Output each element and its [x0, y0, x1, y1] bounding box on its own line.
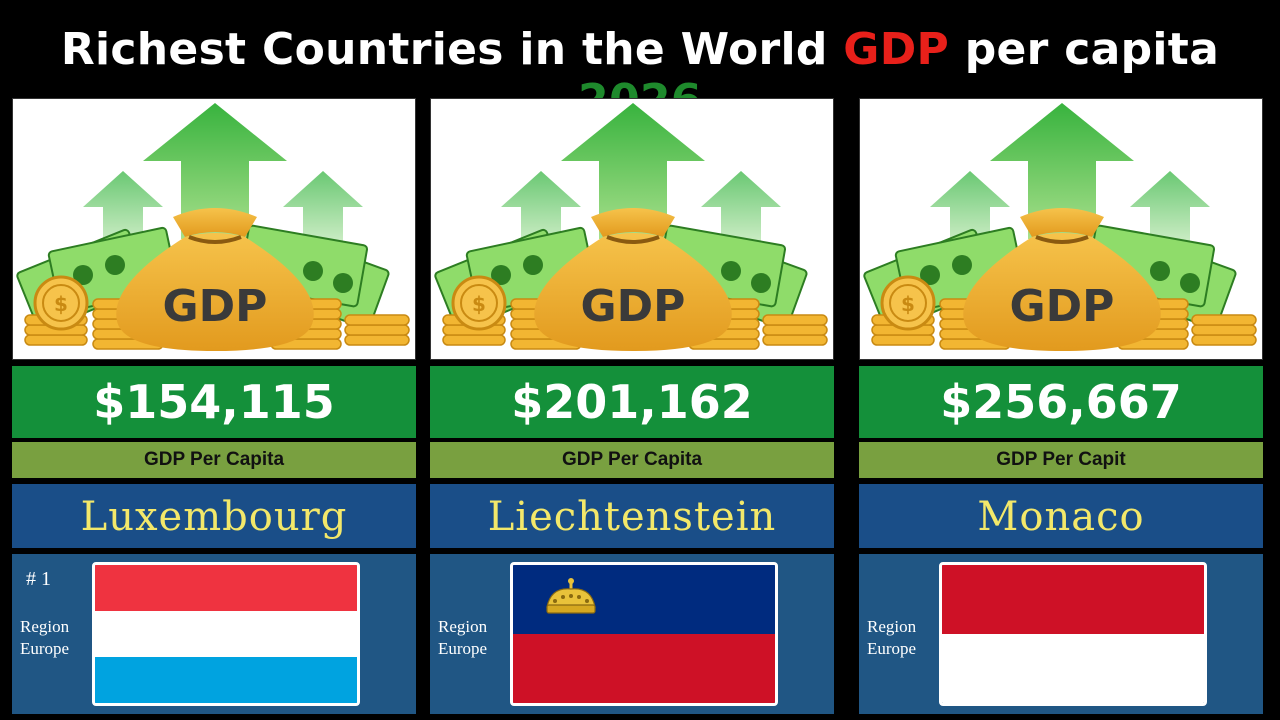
country-card-2: $ GDP $201,162 GDP Per Capita Liechtenst…: [430, 98, 834, 714]
gdp-bag-text: GDP: [1010, 281, 1115, 332]
gdp-illustration: $ GDP: [12, 98, 416, 360]
gdp-label: GDP Per Capita: [12, 442, 416, 478]
title-part3: per capita: [949, 24, 1220, 75]
gdp-value: $256,667: [859, 366, 1263, 438]
country-info: # 1 Region Europe: [12, 554, 416, 714]
country-info: Region Europe: [859, 554, 1263, 714]
country-name: Monaco: [859, 484, 1263, 548]
country-name: Luxembourg: [12, 484, 416, 548]
gdp-illustration: $ GDP: [859, 98, 1263, 360]
region-value: Europe: [438, 639, 488, 658]
title-part1: Richest Countries in the World: [60, 24, 844, 75]
gdp-bag-text: GDP: [581, 281, 686, 332]
rank-label: # 1: [26, 568, 51, 590]
region-label: Region: [20, 617, 70, 636]
title-gdp: GDP: [843, 24, 950, 75]
svg-text:$: $: [54, 292, 68, 316]
region-info: Region Europe: [438, 616, 487, 660]
country-info: Region Europe: [430, 554, 834, 714]
gdp-bag-text: GDP: [163, 281, 268, 332]
country-card-1: $ GDP $154,115 GDP Per Capita Luxembourg…: [12, 98, 416, 714]
gdp-value: $201,162: [430, 366, 834, 438]
region-value: Europe: [20, 639, 70, 658]
luxembourg-flag: [92, 562, 360, 706]
gdp-label: GDP Per Capita: [430, 442, 834, 478]
svg-text:$: $: [901, 292, 915, 316]
region-value: Europe: [867, 639, 917, 658]
monaco-flag: [939, 562, 1207, 706]
country-card-3: $ GDP $256,667 GDP Per Capit Monaco Regi…: [859, 98, 1263, 714]
region-label: Region: [867, 617, 917, 636]
liechtenstein-flag: [510, 562, 778, 706]
gdp-label: GDP Per Capit: [859, 442, 1263, 478]
crown-icon: [546, 578, 596, 614]
svg-text:$: $: [472, 292, 486, 316]
gdp-illustration: $ GDP: [430, 98, 834, 360]
gdp-value: $154,115: [12, 366, 416, 438]
country-name: Liechtenstein: [430, 484, 834, 548]
region-info: Region Europe: [20, 616, 69, 660]
region-label: Region: [438, 617, 488, 636]
page-title: Richest Countries in the World GDP per c…: [0, 24, 1280, 126]
region-info: Region Europe: [867, 616, 916, 660]
